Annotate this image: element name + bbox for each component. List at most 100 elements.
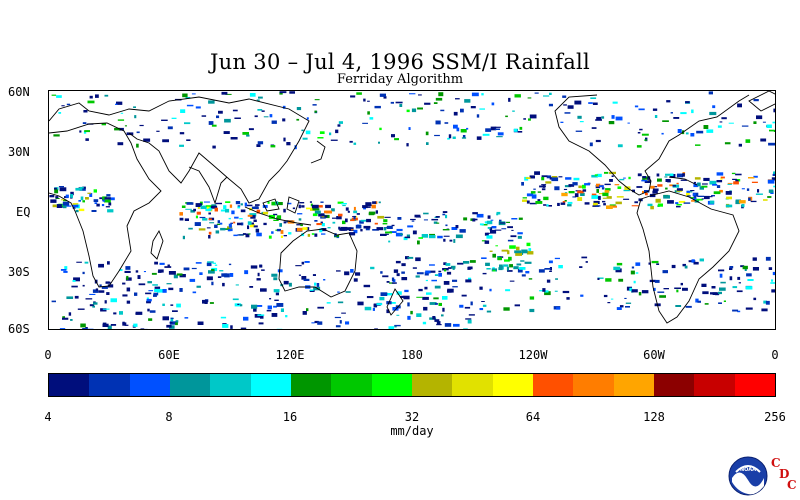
rainfall-patch [249,224,255,228]
rainfall-patch [304,261,310,263]
rainfall-patch [195,106,201,109]
rainfall-patch [719,287,726,291]
rainfall-map-svg [49,91,775,329]
rainfall-patch [760,138,767,142]
rainfall-patch [510,235,517,238]
rainfall-patch [466,127,469,130]
rainfall-patch [641,179,648,182]
rainfall-patch [442,213,446,216]
rainfall-patch [276,228,281,232]
rainfall-patch [283,137,286,142]
rainfall-patch [499,256,504,258]
rainfall-patch [729,276,733,281]
rainfall-patch [115,103,118,105]
rainfall-patch [234,216,239,219]
rainfall-patch [517,235,522,239]
rainfall-patch [276,328,283,329]
lat-label-60n: 60N [8,85,30,99]
rainfall-patch [545,181,552,184]
rainfall-patch [58,112,62,114]
rainfall-patch [676,188,683,191]
rainfall-patch [103,199,111,203]
rainfall-patch [274,299,279,301]
rainfall-patch [469,260,476,263]
rainfall-patch [662,270,668,274]
rainfall-patch [219,270,224,272]
rainfall-patch [712,184,718,186]
rainfall-patch [492,270,496,272]
rainfall-patch [718,302,722,304]
rainfall-patch [412,267,417,269]
rainfall-patch [656,173,660,177]
rainfall-patch [360,229,363,232]
rainfall-patch [63,204,67,209]
rainfall-patch [256,305,263,307]
rainfall-patch [102,323,109,327]
rainfall-patch [745,139,751,143]
rainfall-patch [345,291,351,293]
rainfall-patch [521,249,528,254]
rainfall-patch [728,122,734,124]
rainfall-patch [701,198,704,200]
rainfall-patch [380,233,387,236]
rainfall-patch [337,124,341,127]
rainfall-patch [709,200,715,204]
color-scale-bar [48,373,776,397]
rainfall-patch [62,201,70,206]
rainfall-patch [718,291,722,295]
rainfall-patch [544,290,549,293]
rainfall-patch [435,216,440,218]
rainfall-patch [604,183,611,186]
rainfall-patch [470,106,476,109]
rainfall-patch [412,230,417,235]
rainfall-patch [767,179,775,184]
rainfall-patch [617,186,622,189]
coastline-indonesia [244,196,312,226]
rainfall-patch [701,283,707,287]
rainfall-patch [365,202,372,207]
rainfall-patch [425,131,429,136]
rainfall-patch [363,98,366,102]
cdc-letter-c2: C [787,478,797,492]
rainfall-patch [490,219,494,221]
rainfall-patch [572,182,578,186]
rainfall-patch [224,228,230,230]
rainfall-patch [528,118,531,121]
rainfall-patch [549,92,552,95]
rainfall-patch [332,221,336,224]
rainfall-patch [551,176,558,179]
rainfall-patch [93,189,97,193]
rainfall-patch [214,264,218,266]
rainfall-patch [468,277,472,280]
rainfall-patch [89,95,93,99]
rainfall-patch [565,177,572,180]
rainfall-patch [709,180,717,185]
rainfall-patch [276,215,282,220]
rainfall-patch [153,294,157,297]
rainfall-patch [711,195,715,197]
rainfall-patch [390,302,396,304]
rainfall-patch [258,96,263,99]
colorbar-swatch-8 [371,374,412,396]
rainfall-patch [650,185,655,189]
rainfall-patch [327,227,331,229]
rainfall-patch [511,229,514,231]
rainfall-patch [228,217,231,220]
rainfall-patch [529,296,535,300]
rainfall-patch [574,100,582,105]
rainfall-patch [101,286,108,289]
rainfall-patch [773,171,775,176]
rainfall-patch [690,190,695,192]
rainfall-patch [154,261,158,265]
rainfall-patch [119,311,123,315]
rainfall-patch [383,227,389,229]
rainfall-patch [554,257,560,260]
rainfall-patch [461,294,467,297]
rainfall-patch [57,204,62,208]
rainfall-patch [102,322,107,325]
rainfall-patch [122,321,125,324]
rainfall-patch [661,132,664,135]
rainfall-patch [595,119,602,121]
rainfall-patch [167,126,173,130]
rainfall-patch [258,322,264,325]
